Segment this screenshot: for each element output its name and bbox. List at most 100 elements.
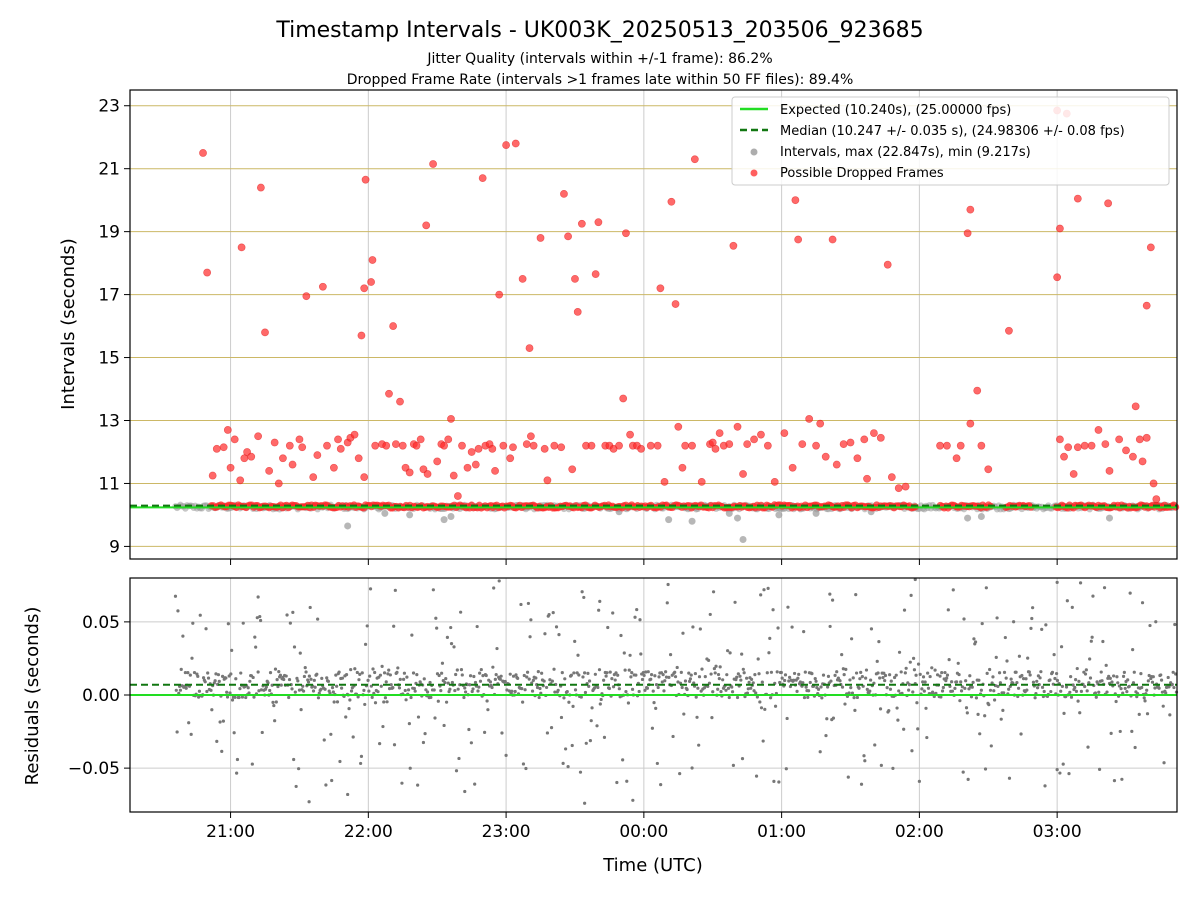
dropped-frame-point xyxy=(1005,326,1013,335)
residual-point xyxy=(771,608,775,612)
residual-point xyxy=(758,700,762,704)
residual-point xyxy=(552,667,556,671)
residual-point xyxy=(1083,672,1088,676)
residual-point xyxy=(951,588,955,592)
residual-point xyxy=(680,685,684,690)
residual-point xyxy=(643,688,647,692)
residual-point xyxy=(813,676,817,681)
residual-point xyxy=(757,672,761,676)
residual-point xyxy=(253,635,257,639)
dropped-frame-point xyxy=(1073,443,1082,452)
residual-point xyxy=(679,670,683,674)
residual-point xyxy=(738,674,742,678)
residual-plot: −0.05 0.00 0.05 21:00 22:00 23:00 00:00 01:00 0… xyxy=(22,577,1179,876)
residual-point xyxy=(316,696,321,700)
dropped-frame-point xyxy=(396,397,404,406)
residual-point xyxy=(258,618,263,623)
residual-point xyxy=(646,670,650,674)
residual-point xyxy=(290,687,294,691)
dropped-frame-point xyxy=(568,465,577,474)
residual-point xyxy=(178,688,183,692)
residual-point xyxy=(184,686,188,690)
dropped-frame-point xyxy=(863,474,871,483)
residual-point xyxy=(907,683,912,687)
residual-point xyxy=(205,689,209,694)
residual-point xyxy=(367,689,371,693)
residual-point xyxy=(235,771,239,775)
residual-point xyxy=(523,688,527,692)
legend: Expected (10.240s), (25.00000 fps) Media… xyxy=(731,96,1170,186)
residual-point xyxy=(292,757,296,762)
residual-point xyxy=(256,670,260,674)
residual-point xyxy=(945,676,949,680)
residual-point xyxy=(220,674,225,678)
residual-point xyxy=(302,674,307,679)
residual-point xyxy=(173,594,178,598)
residual-point xyxy=(654,706,658,711)
interval-y-tick-label: 23 xyxy=(98,97,120,117)
residual-reference-lines xyxy=(130,683,1177,696)
dropped-frame-point xyxy=(846,438,855,447)
residual-point xyxy=(1019,732,1023,736)
residual-point xyxy=(991,675,995,679)
residual-point xyxy=(1002,670,1007,674)
residual-point xyxy=(181,634,185,638)
residual-point xyxy=(987,703,991,707)
residual-point xyxy=(1067,771,1071,776)
residual-point xyxy=(597,668,602,672)
residual-point xyxy=(783,673,788,677)
residual-point xyxy=(922,689,926,693)
dropped-frame-point xyxy=(757,430,765,439)
residual-point xyxy=(857,686,861,690)
residual-point xyxy=(525,675,529,679)
dropped-frame-point xyxy=(447,415,455,423)
dropped-frame-point xyxy=(594,218,603,227)
dropped-frame-point xyxy=(1094,426,1103,434)
residual-point xyxy=(1140,685,1144,690)
dropped-frame-point xyxy=(444,435,453,444)
residual-point xyxy=(408,766,412,770)
residual-point xyxy=(1105,690,1109,694)
dropped-frame-point xyxy=(1122,446,1130,455)
residual-point xyxy=(641,670,645,675)
residual-point xyxy=(899,670,903,674)
residual-point xyxy=(250,762,254,766)
dropped-frame-point xyxy=(313,451,322,460)
residual-point xyxy=(398,677,402,681)
residual-point xyxy=(989,744,993,748)
residual-point xyxy=(176,609,180,613)
dropped-frame-point xyxy=(405,468,414,477)
residual-point xyxy=(299,708,303,712)
residual-point xyxy=(663,679,667,683)
residual-point xyxy=(565,690,569,694)
residual-point xyxy=(268,671,273,675)
residual-point xyxy=(475,624,479,629)
residual-point xyxy=(307,674,311,678)
dropped-frame-point xyxy=(550,441,559,450)
residual-point xyxy=(625,779,629,783)
residual-point xyxy=(638,618,642,622)
residual-point xyxy=(602,735,607,739)
residual-point xyxy=(939,695,943,699)
residual-point xyxy=(229,672,233,676)
residual-point xyxy=(549,726,554,730)
residual-point xyxy=(513,689,517,694)
residual-point xyxy=(373,701,378,705)
residual-point xyxy=(842,673,846,677)
residual-point xyxy=(312,678,316,682)
residual-point xyxy=(979,688,983,692)
interval-y-tick-label: 21 xyxy=(98,160,120,180)
residual-point xyxy=(467,727,471,732)
residual-point xyxy=(583,671,587,675)
residual-point xyxy=(1112,779,1117,783)
residual-point xyxy=(649,673,654,677)
residual-point xyxy=(547,612,551,617)
residual-point xyxy=(548,678,552,682)
dropped-frame-point xyxy=(876,433,885,442)
residual-point xyxy=(449,642,454,646)
dropped-frame-point xyxy=(966,419,975,428)
residual-point xyxy=(402,671,407,675)
residual-point xyxy=(392,743,397,747)
residual-point xyxy=(689,673,693,677)
residual-point xyxy=(347,707,351,711)
